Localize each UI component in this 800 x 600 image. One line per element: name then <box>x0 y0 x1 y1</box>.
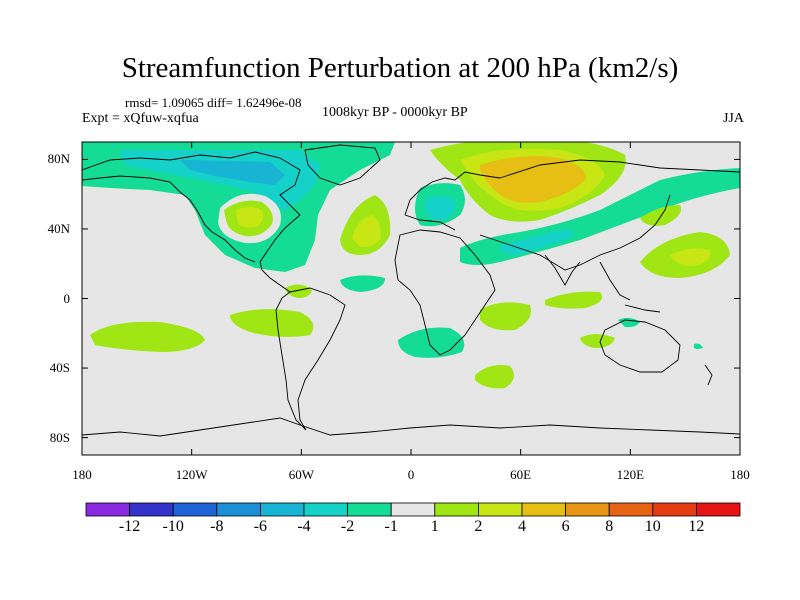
coast-new-zealand <box>704 364 713 386</box>
lat-label-80s: 80S <box>49 429 70 445</box>
contour-negative-canada-core <box>180 160 285 185</box>
contour-positive-pacific-3 <box>285 284 312 298</box>
colorbar-box <box>303 502 348 517</box>
colorbar-box <box>565 502 610 517</box>
colorbar-level-label: -6 <box>253 518 268 535</box>
contour-positive-indian <box>480 302 531 331</box>
coastlines <box>82 144 740 437</box>
colorbar-box <box>652 502 697 517</box>
colorbar-box <box>521 502 566 517</box>
lat-label-80n: 80N <box>47 151 70 167</box>
stats-text: rmsd= 1.09065 diff= 1.62496e-08 <box>125 95 302 110</box>
coast-africa <box>394 229 496 356</box>
colorbar-box <box>85 502 130 517</box>
colorbar-box <box>259 502 305 517</box>
colorbar-level-label: -4 <box>297 518 311 535</box>
contour-positive-w-pacific-2 <box>670 248 711 266</box>
contour-positive-siberia-3 <box>480 156 586 203</box>
contour-positive-pacific-2 <box>230 309 314 337</box>
season-label: JJA <box>722 111 744 126</box>
contour-positive-indian-2 <box>545 291 603 309</box>
page-title: Streamfunction Perturbation at 200 hPa (… <box>121 52 679 84</box>
coast-europe <box>404 171 501 231</box>
contour-positive-atlantic-2 <box>352 215 381 248</box>
period-label: 1008kyr BP - 0000kyr BP <box>322 105 468 120</box>
colorbar-box <box>696 502 741 517</box>
coast-australia <box>599 319 681 373</box>
contour-positive-japan <box>640 205 681 226</box>
coast-india <box>544 254 581 286</box>
lon-label-0: 0 <box>407 467 415 482</box>
lat-label-40n: 40N <box>47 220 70 236</box>
contour-positive-s-indian <box>475 365 514 389</box>
coast-greenland <box>304 144 381 186</box>
colorbar-level-label: 4 <box>518 518 526 535</box>
contour-negative-europe-2 <box>425 196 456 221</box>
colorbar-level-label: 12 <box>688 518 705 535</box>
colorbar-boxes <box>85 502 741 517</box>
contour-positive-pacific <box>90 321 205 352</box>
colorbar-level-label: 1 <box>430 518 439 535</box>
contour-positive-eastern-us-3 <box>236 207 264 228</box>
colorbar-level-label: -1 <box>384 518 398 535</box>
coast-antarctica <box>82 417 740 437</box>
lat-label-0: 0 <box>63 290 71 306</box>
contour-negative-se-asia <box>618 317 640 328</box>
coast-north-america <box>82 151 301 293</box>
colorbar-level-label: 2 <box>474 518 483 535</box>
colorbar-level-label: -12 <box>118 518 141 535</box>
colorbar-box <box>434 502 479 517</box>
contour-negative-nz <box>694 343 703 349</box>
coast-se-asia <box>599 261 661 313</box>
lon-label-60e: 60E <box>510 467 532 482</box>
colorbar-level-label: -8 <box>210 518 224 535</box>
axis-ticks <box>81 142 741 455</box>
contour-negative-asia-inner <box>500 229 574 255</box>
lon-label-120w: 120W <box>175 467 208 482</box>
colorbar-level-label: 10 <box>644 518 661 535</box>
colorbar-level-label: 8 <box>605 518 614 535</box>
lon-label-120e: 120E <box>616 467 645 482</box>
colorbar-level-label: -2 <box>340 518 355 535</box>
colorbar-box <box>477 502 523 517</box>
lon-label-180e: 180 <box>730 467 750 482</box>
contour-negative-mid-atlantic <box>340 275 385 292</box>
contour-negative-s-africa <box>398 327 465 358</box>
lat-label-40s: 40S <box>49 360 70 376</box>
coast-asia <box>479 159 740 271</box>
colorbar-box <box>216 502 261 517</box>
coast-south-america <box>275 287 346 431</box>
lon-label-60w: 60W <box>288 467 314 482</box>
colorbar-box <box>347 502 392 517</box>
colorbar-box <box>390 502 436 517</box>
experiment-label: Expt = xQfuw-xqfua <box>82 111 199 126</box>
colorbar-level-label: -10 <box>162 518 184 535</box>
colorbar-box <box>608 502 654 517</box>
lon-label-180w: 180 <box>72 467 92 482</box>
colorbar-box <box>172 502 218 517</box>
colorbar-level-label: 6 <box>561 518 570 535</box>
colorbar-box <box>129 502 174 517</box>
contour-positive-australia <box>580 334 615 348</box>
